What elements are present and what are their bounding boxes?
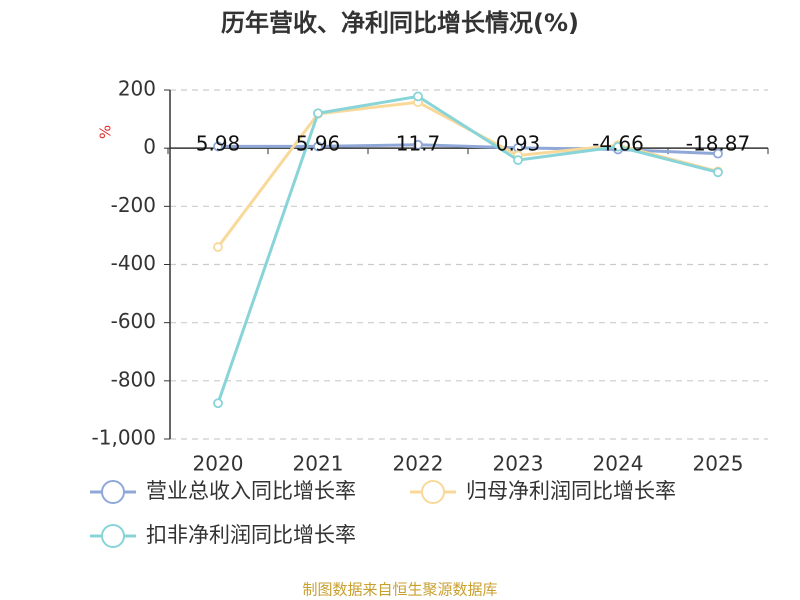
legend-label: 扣非净利润同比增长率 [146, 523, 356, 547]
legend-marker [421, 480, 445, 504]
legend-marker [101, 524, 125, 548]
y-tick-label: -800 [111, 367, 156, 391]
x-tick-label: 2022 [393, 452, 444, 476]
data-label: -4.66 [592, 132, 644, 156]
y-tick-label: 200 [118, 77, 156, 101]
legend-label: 营业总收入同比增长率 [146, 479, 356, 503]
x-tick-label: 2025 [693, 452, 744, 476]
y-tick-label: -200 [111, 193, 156, 217]
y-tick-label: -1,000 [92, 426, 156, 450]
point [313, 141, 323, 152]
point [413, 91, 423, 102]
y-tick-label: 0 [143, 135, 156, 159]
x-tick-label: 2020 [193, 452, 244, 476]
x-tick-label: 2021 [293, 452, 344, 476]
series-line [216, 100, 719, 248]
y-axis-label: % [97, 125, 115, 139]
data-label: 5.98 [196, 132, 241, 156]
x-tick-label: 2024 [593, 452, 644, 476]
point [613, 141, 623, 152]
chart-title: 历年营收、净利同比增长情况(%) [221, 9, 579, 37]
source-note: 制图数据来自恒生聚源数据库 [302, 581, 497, 599]
point [313, 108, 323, 119]
y-tick-label: -600 [111, 309, 156, 333]
point [213, 141, 223, 152]
point [413, 139, 423, 150]
legend-marker [101, 480, 125, 504]
data-label: 5.96 [296, 132, 341, 156]
x-tick-label: 2023 [493, 452, 544, 476]
legend-label: 归母净利润同比增长率 [466, 479, 676, 503]
point [213, 242, 223, 252]
y-tick-label: -400 [111, 251, 156, 275]
data-label: 0.93 [496, 132, 541, 156]
series-line [216, 94, 719, 404]
data-label: -18.87 [686, 132, 750, 156]
point [213, 398, 223, 409]
point [713, 167, 723, 178]
data-label: 11.7 [396, 132, 441, 156]
point [513, 155, 523, 165]
point [713, 148, 723, 159]
